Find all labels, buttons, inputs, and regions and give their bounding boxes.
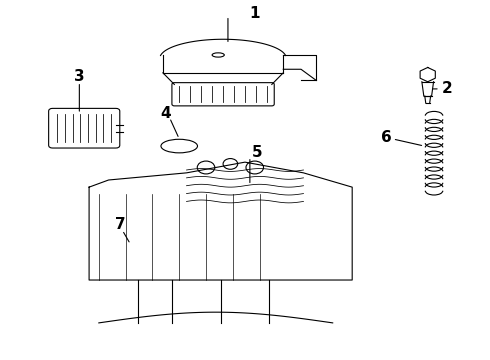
Text: 3: 3	[74, 69, 85, 84]
Text: 2: 2	[442, 81, 453, 96]
Text: 5: 5	[252, 145, 263, 159]
Text: 7: 7	[116, 217, 126, 232]
Text: 6: 6	[381, 130, 392, 145]
Text: 1: 1	[249, 6, 260, 21]
Text: 4: 4	[161, 107, 171, 121]
